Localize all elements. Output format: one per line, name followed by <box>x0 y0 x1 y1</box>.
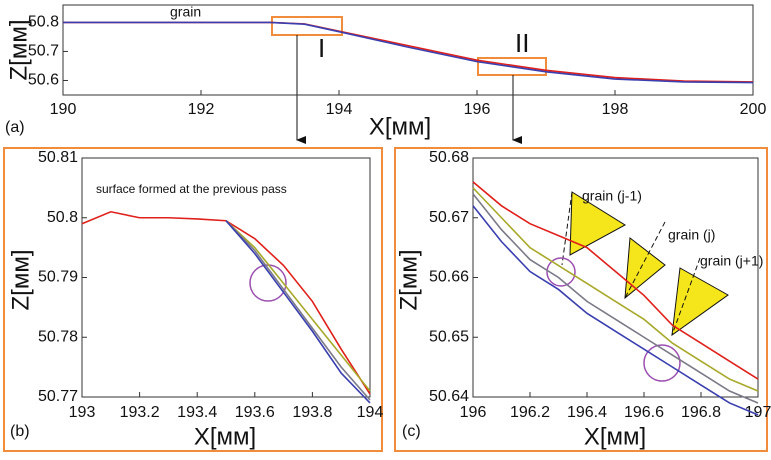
annotation: I <box>318 33 325 63</box>
x-tick-label: 198 <box>602 101 629 118</box>
y-tick-label: 50.67 <box>429 209 469 226</box>
data-line <box>63 22 753 82</box>
annotation: grain (j+1) <box>700 253 763 269</box>
y-tick-label: 50.7 <box>28 43 59 60</box>
panel-label: (b) <box>10 423 30 440</box>
y-axis-label: Z[мм] <box>5 20 32 81</box>
y-tick-label: 50.68 <box>429 149 469 166</box>
data-line <box>63 22 753 82</box>
y-tick-label: 50.77 <box>38 388 78 405</box>
annotation: II <box>515 28 529 58</box>
y-axis-label: Z[мм] <box>7 250 34 311</box>
y-tick-label: 50.64 <box>429 388 469 405</box>
annotation: surface formed at the previous pass <box>96 182 287 196</box>
highlight-circle <box>644 345 680 381</box>
x-tick-label: 196 <box>464 101 491 118</box>
plot-frame <box>63 5 753 95</box>
x-tick-label: 196.8 <box>681 404 721 421</box>
x-tick-label: 196 <box>460 404 487 421</box>
x-tick-label: 193.8 <box>292 404 332 421</box>
annotation: grain <box>170 4 201 20</box>
x-tick-label: 200 <box>740 101 767 118</box>
y-tick-label: 50.8 <box>47 209 78 226</box>
y-tick-label: 50.6 <box>28 72 59 89</box>
y-tick-label: 50.78 <box>38 328 78 345</box>
data-line <box>473 182 758 379</box>
y-tick-label: 50.79 <box>38 269 78 286</box>
annotation: grain (j) <box>668 227 715 243</box>
y-tick-label: 50.65 <box>429 328 469 345</box>
x-tick-label: 193 <box>69 404 96 421</box>
x-tick-label: 193.4 <box>177 404 217 421</box>
annotation: grain (j-1) <box>582 188 642 204</box>
x-axis-label: X[мм] <box>584 423 646 450</box>
x-tick-label: 193.6 <box>235 404 275 421</box>
data-line <box>226 221 370 400</box>
x-tick-label: 194 <box>357 404 384 421</box>
x-tick-label: 196.4 <box>567 404 607 421</box>
x-tick-label: 194 <box>326 101 353 118</box>
x-axis-label: X[мм] <box>369 113 431 140</box>
figure: 190 192 194 196 198 200 50.6 50.7 50.8 X[мм] Z[мм]… <box>0 0 771 455</box>
panel-label: (c) <box>402 423 421 440</box>
x-tick-label: 193.2 <box>120 404 160 421</box>
y-tick-label: 50.8 <box>28 14 59 31</box>
panel-label: (a) <box>5 119 25 136</box>
y-tick-label: 50.81 <box>38 149 78 166</box>
x-tick-label: 192 <box>188 101 215 118</box>
x-tick-label: 196.6 <box>624 404 664 421</box>
data-line <box>82 212 370 394</box>
x-tick-label: 190 <box>50 101 77 118</box>
x-tick-label: 197 <box>745 404 771 421</box>
x-tick-label: 196.2 <box>510 404 550 421</box>
y-axis-label: Z[мм] <box>395 250 422 311</box>
zoom-box <box>272 17 342 35</box>
x-axis-label: X[мм] <box>194 423 256 450</box>
y-tick-label: 50.66 <box>429 269 469 286</box>
